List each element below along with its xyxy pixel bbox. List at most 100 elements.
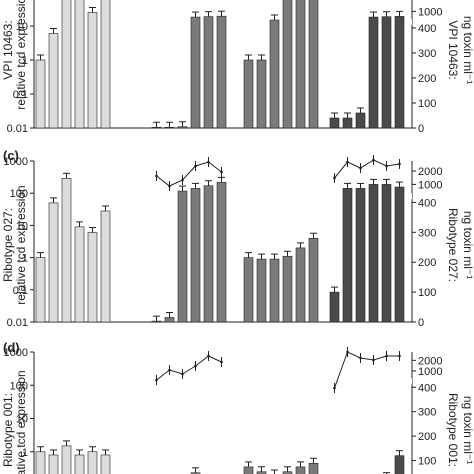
toxin-point	[220, 360, 223, 364]
panel-letter-c: (c)	[3, 148, 19, 163]
left-tick-label: 10	[16, 414, 28, 426]
right-tick-label: 100	[418, 287, 436, 299]
toxin-point	[155, 378, 158, 382]
toxin-point	[385, 164, 388, 168]
bar	[74, 226, 85, 323]
bar	[87, 451, 98, 474]
toxin-point	[398, 354, 401, 358]
left-axis-label-line1: Ribotype 001:	[1, 393, 15, 467]
bar	[87, 232, 98, 323]
right-tick-label: 100	[418, 98, 436, 110]
bar	[394, 186, 405, 323]
bar	[177, 190, 188, 323]
bar	[100, 454, 111, 474]
bar	[394, 16, 405, 129]
right-tick-label: 400	[418, 23, 436, 35]
left-tick-label: 100	[10, 188, 28, 200]
bar	[48, 202, 59, 323]
bar	[329, 117, 340, 129]
left-axis-label-line1: VPI 10463:	[1, 20, 15, 79]
right-tick-label: 0	[418, 123, 424, 135]
bar	[87, 12, 98, 129]
bar	[203, 185, 214, 323]
right-tick-label: 400	[418, 197, 436, 209]
right-tick-label: 400	[418, 382, 436, 394]
left-tick-label: 100	[10, 380, 28, 392]
bar	[243, 59, 254, 129]
left-tick-label: 1000	[4, 156, 28, 168]
bar	[342, 117, 353, 129]
bar	[368, 184, 379, 323]
toxin-point	[372, 158, 375, 162]
bar	[177, 126, 188, 129]
bar	[35, 257, 46, 323]
bar	[381, 16, 392, 129]
toxin-series-line	[156, 355, 222, 381]
left-tick-label: 10	[16, 21, 28, 33]
bar	[308, 0, 319, 129]
right-tick-label: 1000	[418, 6, 442, 18]
bar	[100, 0, 111, 129]
left-tick-label: 0.1	[13, 285, 28, 297]
right-tick-label: 200	[418, 431, 436, 443]
right-tick-label: 100	[418, 456, 436, 468]
bar	[216, 182, 227, 323]
bar	[269, 258, 280, 323]
left-axis-label-line2: relative tcd expression	[14, 0, 28, 110]
bar	[282, 0, 293, 129]
bar	[394, 455, 405, 474]
right-axis-label-line1: Ribotype 001:	[446, 393, 460, 467]
bar	[295, 247, 306, 323]
left-tick-label: 1	[22, 253, 28, 265]
toxin-point	[194, 164, 197, 168]
left-tick-label: 0.01	[7, 123, 28, 135]
axis-break-gap	[152, 18, 412, 25]
bar	[256, 258, 267, 323]
bar	[164, 126, 175, 129]
bar	[61, 445, 72, 474]
bar	[295, 466, 306, 474]
bar	[355, 112, 366, 129]
toxin-point	[220, 170, 223, 174]
bar	[368, 16, 379, 129]
bar	[243, 257, 254, 323]
toxin-series-line	[156, 161, 222, 187]
axis-break-gap	[152, 378, 412, 385]
bar	[355, 188, 366, 323]
bar	[308, 462, 319, 474]
bar	[100, 210, 111, 323]
toxin-series-line	[334, 351, 400, 389]
bar	[61, 178, 72, 323]
toxin-point	[155, 174, 158, 178]
right-axis-label-line2: ng toxin ml⁻¹	[461, 211, 474, 279]
right-tick-label: 200	[418, 73, 436, 85]
toxin-point	[207, 160, 210, 164]
panel-ribotype-027: (c) Ribotype 027: relative tcd expressio…	[1, 148, 474, 329]
right-tick-label: 0	[418, 317, 424, 329]
toxin-point	[333, 176, 336, 180]
toxin-point	[181, 178, 184, 182]
panel-vpi-10463: VPI 10463: relative tcd expression VPI 1…	[1, 0, 474, 135]
right-tick-label: 200	[418, 257, 436, 269]
bar	[48, 33, 59, 129]
left-tick-label: 0.01	[7, 317, 28, 329]
left-axis-label-line2: relative tcd expression	[14, 370, 28, 474]
bar	[35, 451, 46, 474]
toxin-point	[207, 354, 210, 358]
left-axis-label-line1: Ribotype 027:	[1, 208, 15, 282]
toxin-point	[168, 184, 171, 188]
bar	[203, 16, 214, 129]
toxin-point	[359, 356, 362, 360]
panel-letter-d: (d)	[3, 340, 20, 355]
bar	[243, 466, 254, 474]
left-tick-label: 0.1	[13, 89, 28, 101]
bar	[35, 59, 46, 129]
bar	[308, 237, 319, 323]
toxin-point	[181, 372, 184, 376]
bar	[48, 454, 59, 474]
right-axis-label-line1: VPI 10463:	[446, 20, 460, 79]
left-tick-label: 1	[22, 447, 28, 459]
